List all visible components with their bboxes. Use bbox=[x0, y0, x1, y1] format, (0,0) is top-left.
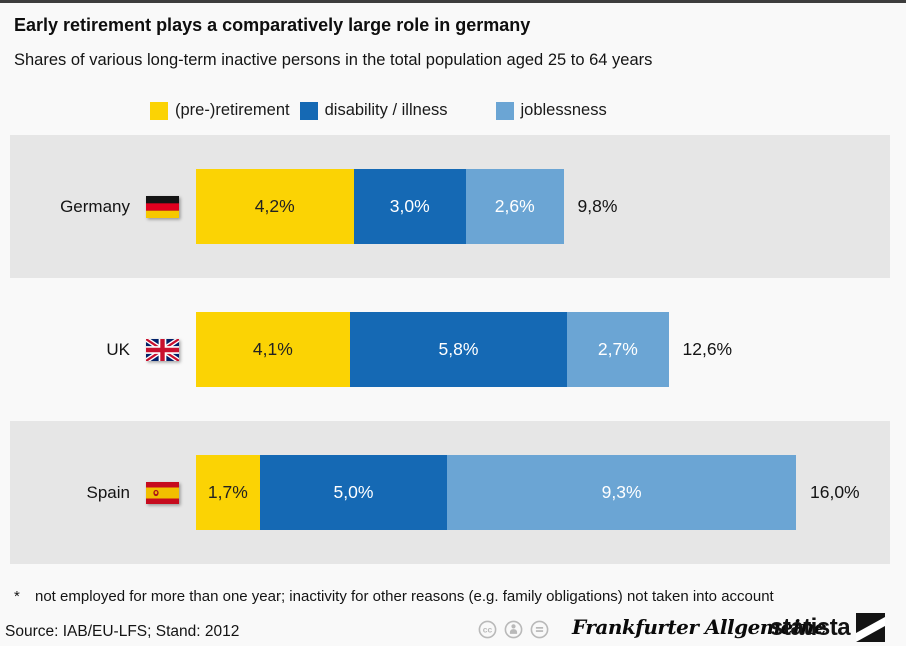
uk-flag bbox=[144, 336, 181, 363]
country-label: UK bbox=[106, 339, 130, 359]
legend-label: joblessness bbox=[520, 101, 607, 119]
bar-segment-pre-retirement: 1,7% bbox=[196, 455, 260, 530]
stacked-bar-chart: Germany 4,2% 3,0% 2,6% 9,8% UK 4,1% 5,8% 2,7% 12,… bbox=[0, 3, 906, 646]
stacked-bar: 1,7% 5,0% 9,3% bbox=[196, 455, 796, 530]
chart-subtitle: Shares of various long-term inactive per… bbox=[14, 51, 653, 69]
frankfurter-allgemeine-logo[interactable]: Frankfurter Allgemeine bbox=[572, 615, 827, 639]
no-derivatives-icon[interactable] bbox=[530, 620, 549, 644]
stacked-bar: 4,1% 5,8% 2,7% bbox=[196, 312, 669, 387]
disability-swatch bbox=[299, 101, 318, 120]
chart-row-germany: Germany 4,2% 3,0% 2,6% 9,8% bbox=[10, 135, 890, 278]
country-label: Germany bbox=[60, 196, 130, 216]
total-label: 16,0% bbox=[810, 482, 860, 502]
bar-segment-pre-retirement: 4,1% bbox=[196, 312, 350, 387]
cc-icon[interactable]: cc bbox=[478, 620, 497, 644]
license-icons: cc bbox=[478, 620, 549, 644]
legend-item-retirement: (pre-)retirement bbox=[150, 101, 290, 120]
legend-label: (pre-)retirement bbox=[175, 101, 290, 119]
spain-flag bbox=[146, 481, 179, 504]
statista-logo-icon bbox=[856, 613, 886, 642]
chart-row-uk: UK 4,1% 5,8% 2,7% 12,6% bbox=[10, 278, 890, 421]
bar-segment-disability-illness: 3,0% bbox=[353, 169, 466, 244]
statista-wordmark: statista bbox=[770, 613, 851, 641]
total-label: 12,6% bbox=[682, 339, 733, 359]
germany-flag bbox=[146, 195, 179, 218]
total-label: 9,8% bbox=[577, 196, 618, 216]
legend-label: disability / illness bbox=[324, 101, 448, 119]
bar-segment-joblessness: 9,3% bbox=[447, 455, 796, 530]
retirement-swatch bbox=[150, 101, 168, 120]
statista-logo[interactable]: statista bbox=[770, 613, 886, 642]
attribution-icon[interactable] bbox=[504, 620, 523, 644]
joblessness-swatch bbox=[495, 101, 514, 120]
bar-segment-disability-illness: 5,0% bbox=[259, 455, 448, 530]
chart-title: Early retirement plays a comparatively l… bbox=[14, 15, 531, 35]
legend-item-disability: disability / illness bbox=[299, 101, 448, 120]
country-label: Spain bbox=[86, 482, 130, 502]
bar-segment-disability-illness: 5,8% bbox=[349, 312, 568, 387]
legend: (pre-)retirement disability / illness jo… bbox=[150, 101, 607, 120]
footnote-text: not employed for more than one year; ina… bbox=[35, 588, 774, 605]
footnote: * not employed for more than one year; i… bbox=[14, 588, 774, 605]
stacked-bar: 4,2% 3,0% 2,6% bbox=[196, 169, 564, 244]
svg-text:cc: cc bbox=[483, 624, 493, 634]
source-label: Source: IAB/EU-LFS; Stand: 2012 bbox=[5, 623, 240, 640]
bar-segment-joblessness: 2,6% bbox=[466, 169, 564, 244]
chart-row-spain: Spain 1,7% 5,0% 9,3% 16,0% bbox=[10, 421, 890, 564]
legend-item-joblessness: joblessness bbox=[495, 101, 607, 120]
bar-segment-joblessness: 2,7% bbox=[567, 312, 669, 387]
bar-segment-pre-retirement: 4,2% bbox=[196, 169, 354, 244]
footnote-marker: * bbox=[14, 588, 20, 605]
